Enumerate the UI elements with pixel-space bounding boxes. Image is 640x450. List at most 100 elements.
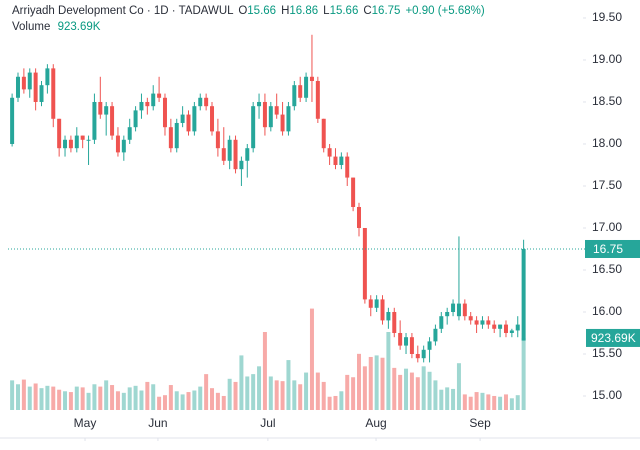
- volume-bar: [315, 372, 320, 410]
- candle-body: [368, 299, 373, 308]
- candle-body: [292, 85, 297, 107]
- volume-bar: [274, 380, 279, 410]
- volume-bar: [227, 378, 232, 410]
- candle-body: [274, 106, 279, 115]
- volume-bar: [286, 360, 291, 410]
- y-tick-label: 18.00: [592, 136, 622, 150]
- y-tick-label: 19.00: [592, 52, 622, 66]
- candle-body: [168, 127, 173, 149]
- volume-bar: [498, 396, 503, 410]
- volume-bar: [439, 389, 444, 410]
- volume-bar: [33, 383, 38, 410]
- volume-bar: [115, 391, 120, 410]
- candle-body: [286, 106, 291, 132]
- volume-bar: [168, 385, 173, 410]
- ohlc-line: Arriyadh Development Co · 1D · TADAWUL O…: [12, 3, 490, 19]
- volume-bar: [239, 355, 244, 410]
- candle-body: [151, 93, 156, 107]
- candle-body: [68, 139, 73, 149]
- candle-body: [115, 135, 120, 153]
- volume-bar: [145, 381, 150, 410]
- y-tick-label: 19.50: [592, 10, 622, 24]
- volume-bar: [327, 396, 332, 410]
- volume-bar: [298, 384, 303, 410]
- volume-bar: [362, 366, 367, 410]
- candle-body: [474, 320, 479, 325]
- candle-body: [404, 337, 409, 346]
- last-volume-badge: [586, 328, 640, 347]
- high-label: H: [281, 5, 290, 17]
- candle-body: [157, 93, 162, 98]
- volume-bar: [51, 386, 56, 410]
- volume-bar: [427, 371, 432, 410]
- candle-body: [204, 97, 209, 107]
- high-value: 16.86: [289, 5, 319, 17]
- volume-bar: [268, 376, 273, 410]
- volume-bar: [486, 394, 491, 410]
- candle-body: [45, 68, 50, 86]
- candle-body: [139, 101, 144, 111]
- volume-bar: [433, 380, 438, 410]
- candle-body: [110, 106, 115, 136]
- candle-body: [27, 72, 32, 90]
- candle-body: [462, 303, 467, 317]
- candle-body: [133, 110, 138, 128]
- candle-body: [174, 122, 179, 149]
- volume-bar: [292, 380, 297, 410]
- volume-bar: [339, 391, 344, 410]
- volume-bar: [74, 386, 79, 410]
- candle-body: [451, 303, 456, 312]
- volume-bar: [86, 392, 91, 410]
- volume-bar: [503, 394, 508, 410]
- candle-body: [192, 106, 197, 132]
- candle-body: [386, 311, 391, 321]
- volume-bar: [80, 387, 85, 410]
- candle-body: [268, 106, 273, 128]
- candle-body: [333, 156, 338, 165]
- volume-bar: [39, 388, 44, 410]
- candle-body: [439, 316, 444, 329]
- candle-body: [486, 320, 491, 325]
- volume-bar: [127, 387, 132, 410]
- candle-body: [104, 106, 109, 115]
- candle-body: [92, 101, 97, 140]
- low-value: 15.66: [329, 5, 359, 17]
- candle-body: [39, 85, 44, 102]
- volume-bar: [174, 391, 179, 410]
- candle-body: [162, 97, 167, 128]
- symbol-title: Arriyadh Development Co · 1D · TADAWUL: [12, 5, 234, 17]
- y-tick-label: 15.50: [592, 346, 622, 360]
- x-tick-label: Sep: [469, 416, 491, 430]
- volume-bar: [104, 380, 109, 410]
- candle-body: [515, 324, 520, 331]
- candle-body: [374, 299, 379, 308]
- candle-body: [304, 76, 309, 98]
- volume-bar: [57, 389, 62, 410]
- candle-body: [227, 139, 232, 161]
- volume-bar: [404, 368, 409, 410]
- volume-bar: [221, 395, 226, 410]
- candle-body: [480, 320, 485, 325]
- candle-body: [33, 72, 38, 102]
- volume-bar: [480, 392, 485, 410]
- volume-bar: [333, 395, 338, 410]
- volume-bar: [262, 332, 267, 410]
- volume-bar: [245, 376, 250, 410]
- candle-body: [427, 341, 432, 350]
- volume-value: 923.69K: [57, 21, 101, 33]
- volume-bar: [321, 381, 326, 410]
- volume-bar: [474, 392, 479, 410]
- candle-body: [356, 206, 361, 228]
- volume-bar: [139, 390, 144, 410]
- volume-bar: [215, 392, 220, 410]
- volume-bar: [374, 355, 379, 410]
- volume-bar: [445, 387, 450, 410]
- volume-bar: [509, 398, 514, 410]
- candle-body: [321, 118, 326, 149]
- y-tick-label: 17.00: [592, 220, 622, 234]
- candle-body: [127, 127, 132, 140]
- candle-body: [51, 68, 56, 119]
- candle-body: [80, 135, 85, 140]
- volume-bar: [204, 374, 209, 410]
- open-value: 15.66: [247, 5, 277, 17]
